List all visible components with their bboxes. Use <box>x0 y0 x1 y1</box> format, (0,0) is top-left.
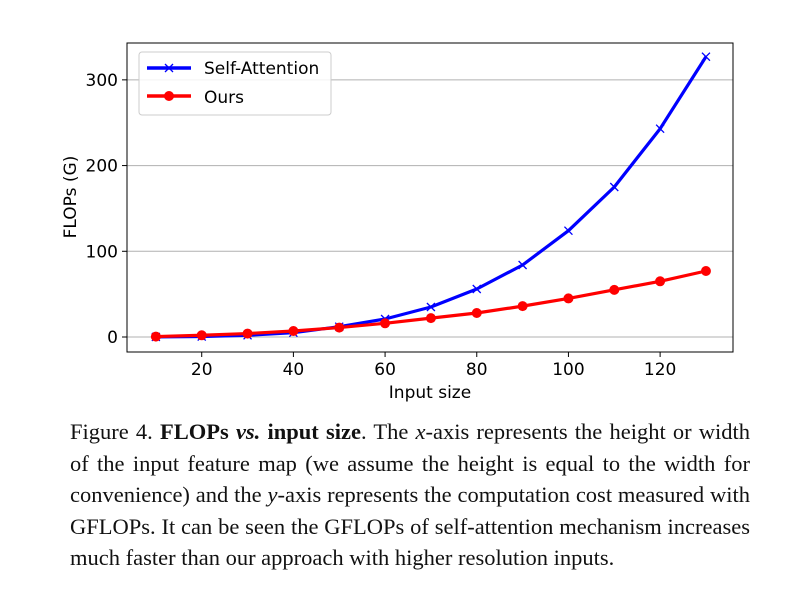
data-point-ours <box>150 331 161 342</box>
figure-caption: Figure 4. FLOPs vs. input size. The x-ax… <box>70 416 750 574</box>
data-point-ours <box>655 276 666 287</box>
data-point-ours <box>196 330 207 341</box>
legend-label-self-attention: Self-Attention <box>204 59 319 79</box>
data-point-self-attention <box>563 226 573 236</box>
data-point-self-attention <box>609 182 619 192</box>
legend-marker-x <box>164 63 174 73</box>
data-point-self-attention <box>701 52 711 62</box>
caption-title-2: input size <box>267 419 361 444</box>
plot-frame <box>126 42 734 353</box>
caption-text-3: -axis represents the computation cost me… <box>70 482 750 571</box>
data-point-ours <box>563 293 574 304</box>
caption-title-vs: vs. <box>235 419 261 444</box>
caption-text-1: . The <box>360 419 416 444</box>
gridlines <box>127 79 733 338</box>
x-tick-label: 60 <box>374 360 396 380</box>
flops-chart: 0 100 200 300 20 40 60 80 100 120 Input size FLOP… <box>61 42 734 403</box>
series-layer <box>150 52 711 342</box>
y-axis-label: FLOPs (G) <box>61 156 81 239</box>
data-point-ours <box>517 301 528 312</box>
data-point-self-attention <box>655 124 665 134</box>
data-point-self-attention <box>518 260 528 270</box>
data-point-ours <box>425 313 436 324</box>
legend-label-ours: Ours <box>204 88 244 108</box>
caption-title-1: FLOPs <box>159 419 229 444</box>
data-point-ours <box>242 328 253 339</box>
caption-x-var: x <box>415 419 426 444</box>
data-point-ours <box>609 284 620 295</box>
x-tick-label: 20 <box>191 360 213 380</box>
x-tick-label: 80 <box>466 360 488 380</box>
x-tick-label: 120 <box>644 360 676 380</box>
x-axis-label: Input size <box>389 383 471 403</box>
legend-marker-circle <box>164 91 174 101</box>
data-point-ours <box>471 308 482 318</box>
data-point-self-attention <box>472 284 482 294</box>
series-line-ours <box>155 269 707 339</box>
caption-y-var: y <box>267 482 278 508</box>
y-tick-label: 200 <box>86 157 118 177</box>
data-point-ours <box>380 318 391 329</box>
y-tick-label: 300 <box>86 71 118 91</box>
data-point-ours <box>700 266 711 276</box>
x-tick-label: 100 <box>552 360 584 380</box>
data-point-self-attention <box>426 302 436 312</box>
caption-text-2: -axis represents the height or width of … <box>70 419 751 508</box>
y-tick-label: 0 <box>107 328 118 348</box>
data-point-ours <box>334 322 345 333</box>
x-tick-label: 40 <box>283 360 305 380</box>
y-tick-label: 100 <box>86 242 118 262</box>
data-point-ours <box>288 326 299 336</box>
caption-label: Figure 4. <box>70 419 153 444</box>
legend: Self-Attention Ours <box>138 51 332 116</box>
tick-layer: 0 100 200 300 20 40 60 80 100 120 <box>86 71 677 380</box>
